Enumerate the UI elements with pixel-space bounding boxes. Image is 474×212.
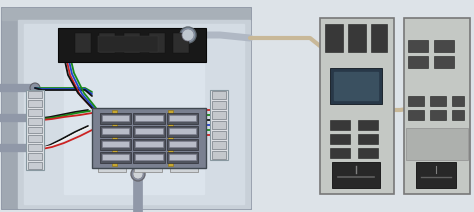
Bar (212, 121, 226, 129)
Bar (28, 127, 42, 133)
Bar (133, 113, 164, 124)
Bar (408, 96, 424, 106)
Bar (358, 148, 378, 158)
Bar (406, 128, 468, 160)
Bar (169, 154, 196, 160)
Bar (28, 135, 42, 142)
Bar (64, 34, 204, 194)
Bar (434, 40, 454, 52)
Bar (102, 141, 129, 147)
Bar (100, 113, 131, 124)
Bar (98, 36, 158, 52)
Bar (330, 68, 382, 104)
Bar (100, 126, 131, 137)
Bar (334, 72, 378, 100)
Bar (416, 162, 456, 188)
Bar (173, 33, 189, 53)
Bar (169, 115, 196, 121)
Bar (24, 24, 244, 204)
Bar (358, 120, 378, 130)
Bar (330, 120, 350, 130)
Circle shape (30, 143, 40, 153)
Bar (134, 164, 162, 172)
Bar (212, 91, 226, 99)
Bar (2, 8, 250, 208)
Bar (100, 139, 131, 150)
Bar (112, 110, 117, 166)
Bar (136, 128, 163, 134)
Bar (28, 100, 42, 107)
Bar (169, 141, 196, 147)
Bar (320, 18, 394, 194)
Bar (149, 33, 164, 53)
Bar (212, 111, 226, 119)
Circle shape (180, 27, 196, 43)
Bar (136, 115, 163, 121)
Bar (212, 101, 226, 109)
Bar (102, 128, 129, 134)
Bar (430, 96, 446, 106)
Bar (404, 18, 470, 194)
Bar (28, 153, 42, 160)
Bar (28, 144, 42, 151)
Bar (167, 139, 198, 150)
Bar (136, 141, 163, 147)
Bar (168, 110, 173, 166)
Bar (169, 128, 196, 134)
Bar (212, 131, 226, 139)
Bar (371, 24, 387, 52)
Bar (26, 90, 44, 170)
Bar (332, 162, 380, 188)
Bar (167, 152, 198, 163)
Bar (75, 33, 91, 53)
Bar (92, 108, 206, 168)
Bar (136, 154, 163, 160)
Bar (430, 110, 446, 120)
Bar (133, 152, 164, 163)
Bar (124, 33, 140, 53)
Circle shape (133, 169, 143, 179)
Bar (170, 164, 198, 172)
Bar (100, 152, 131, 163)
Bar (330, 148, 350, 158)
Bar (452, 110, 464, 120)
Bar (28, 109, 42, 116)
Bar (408, 40, 428, 52)
Bar (18, 20, 250, 208)
Circle shape (30, 113, 40, 123)
Bar (325, 24, 343, 52)
Bar (167, 126, 198, 137)
Bar (452, 96, 464, 106)
Bar (210, 90, 228, 160)
Bar (348, 24, 366, 52)
Bar (2, 8, 18, 208)
Bar (408, 110, 424, 120)
Bar (100, 33, 115, 53)
Bar (98, 164, 126, 172)
Bar (133, 139, 164, 150)
Bar (212, 151, 226, 159)
Bar (434, 56, 454, 68)
Bar (28, 162, 42, 169)
Bar (358, 134, 378, 144)
Circle shape (30, 83, 40, 93)
Circle shape (131, 167, 145, 181)
Bar (212, 141, 226, 149)
Bar (167, 113, 198, 124)
Bar (28, 118, 42, 125)
Bar (102, 154, 129, 160)
Bar (133, 126, 164, 137)
Bar (28, 91, 42, 98)
Circle shape (182, 29, 194, 41)
Bar (330, 134, 350, 144)
Bar (408, 56, 428, 68)
Bar (2, 8, 250, 20)
Bar (58, 28, 206, 62)
Bar (102, 115, 129, 121)
